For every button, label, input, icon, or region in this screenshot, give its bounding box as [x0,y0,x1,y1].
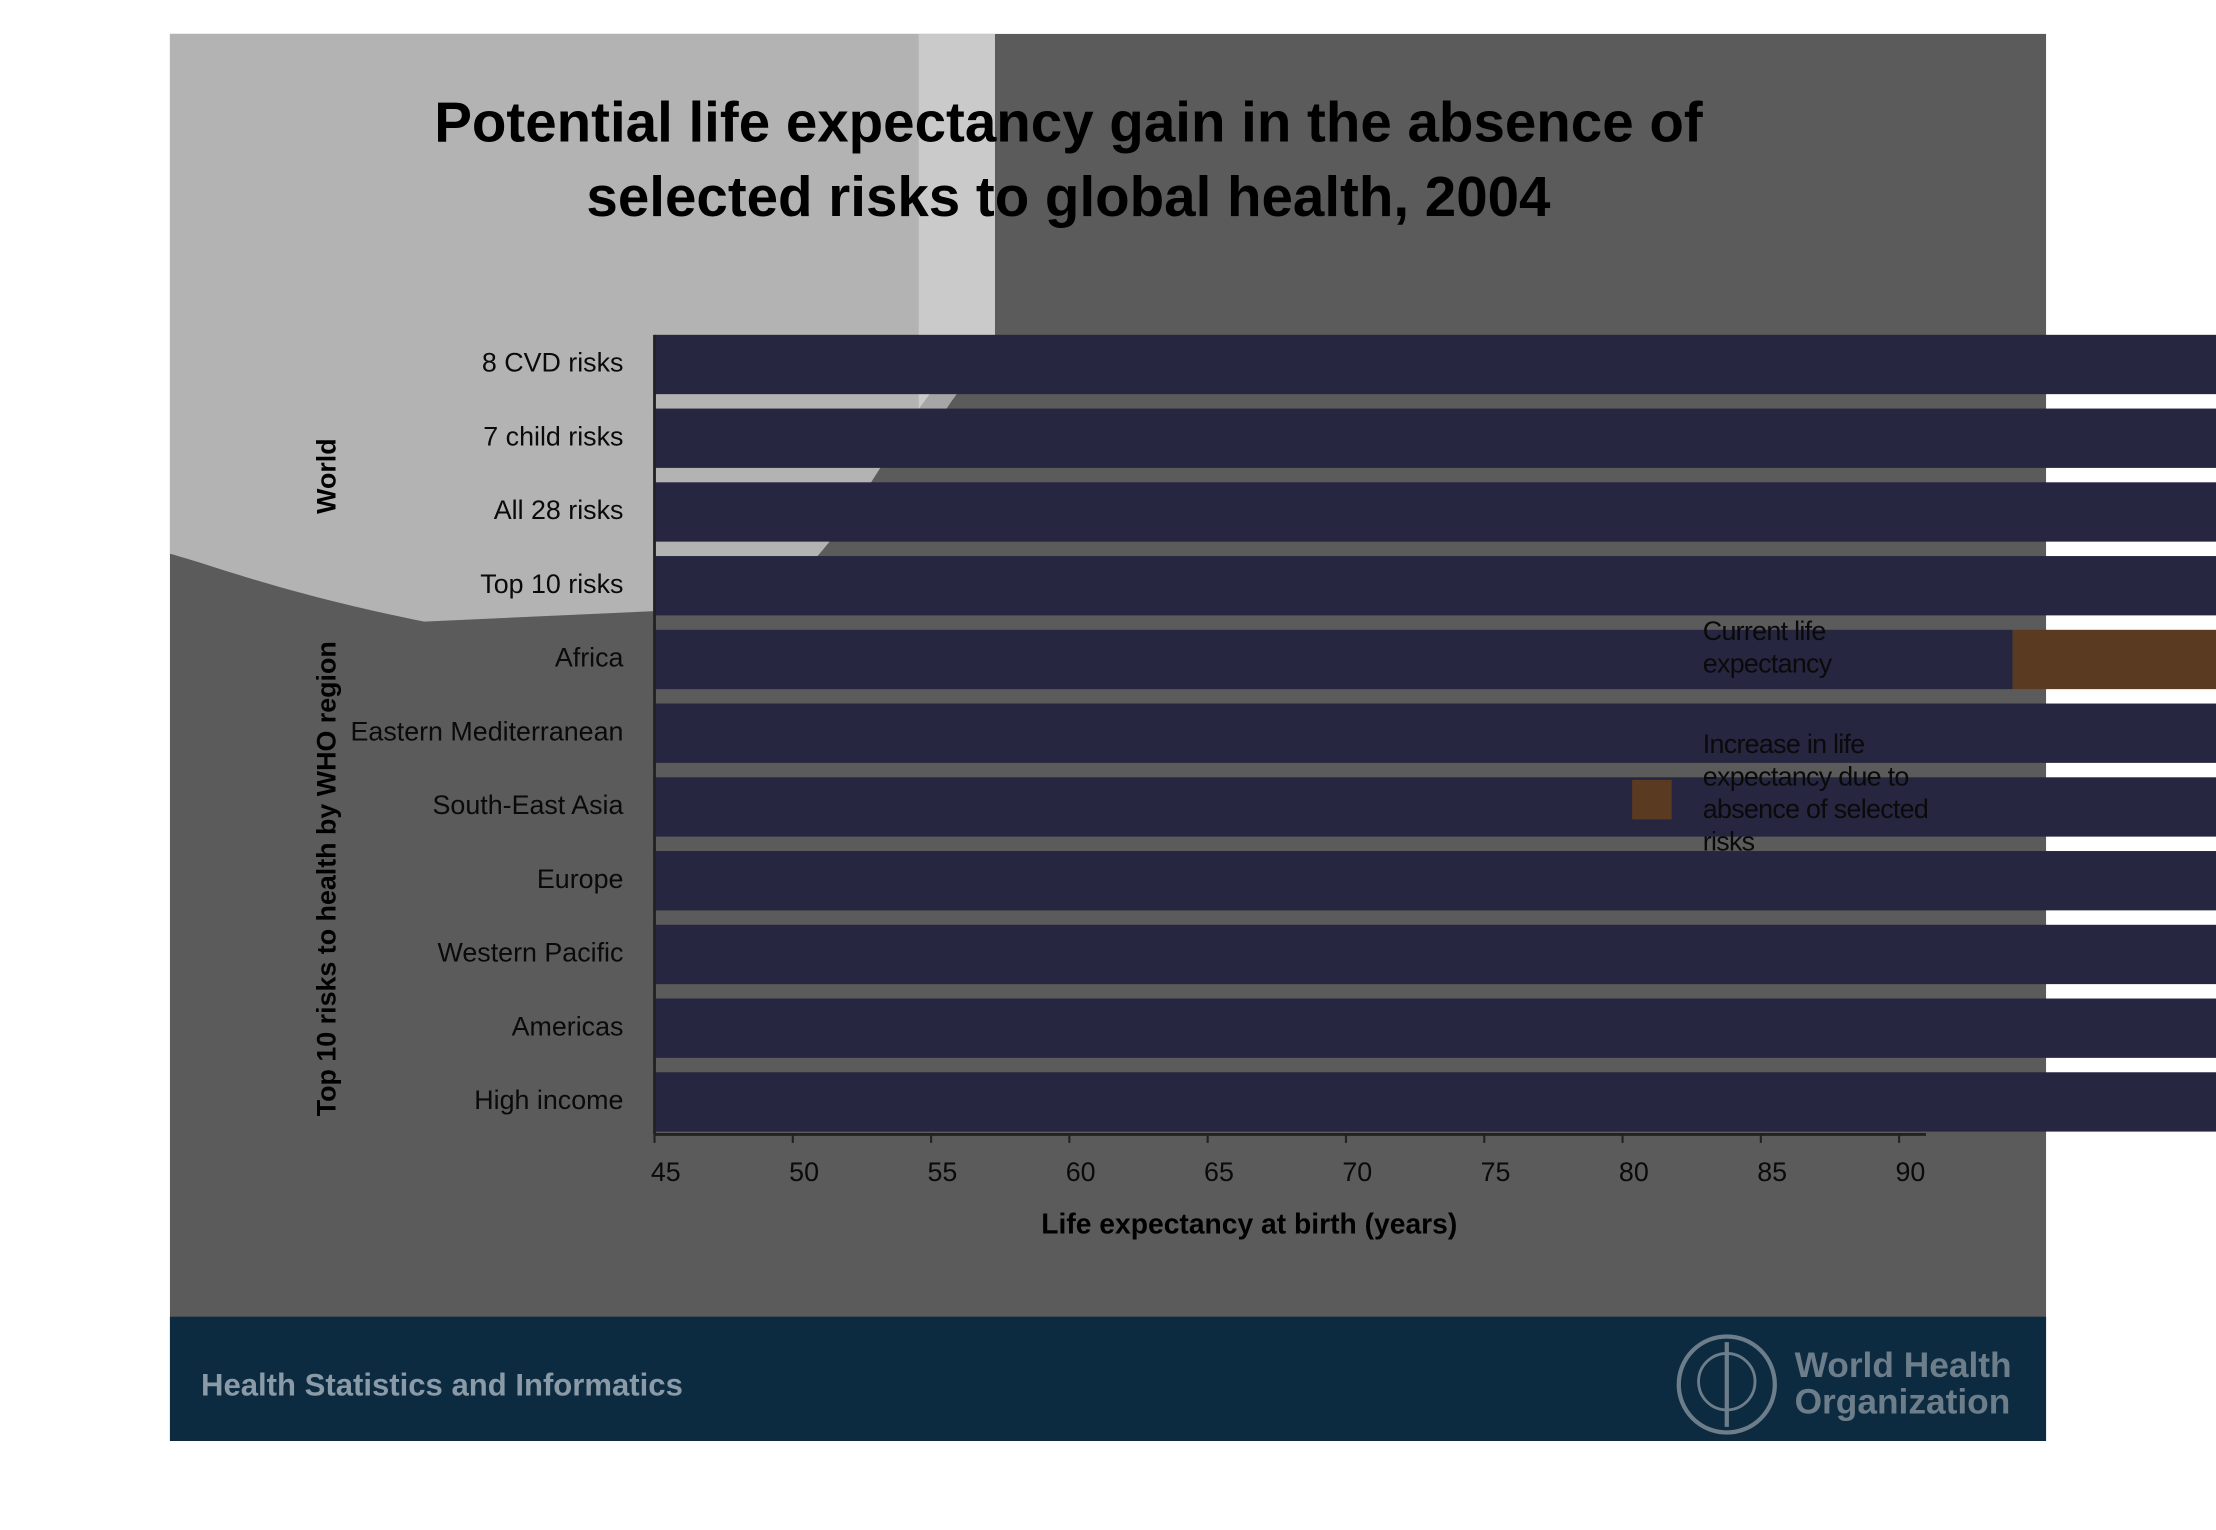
legend-label: Current life expectancy [1702,617,1832,680]
x-tick-label: 45 [651,1157,681,1187]
legend-swatch [1632,779,1672,820]
bar-segment [654,703,2216,763]
x-tick-label: 60 [1066,1157,1096,1187]
logo-emblem [1676,1334,1777,1435]
x-tick-label: 90 [1896,1157,1926,1187]
legend-entry: Current life expectancy [1702,617,1832,680]
x-tick-label: 70 [1342,1157,1372,1187]
logo-text: World Health [1795,1346,2012,1385]
y-tick-label: Americas [512,1011,624,1041]
group-label: Top 10 risks to health by WHO region [311,641,341,1116]
bar-segment [654,998,2216,1058]
x-tick-label: 75 [1481,1157,1511,1187]
who-logo [1676,1334,1777,1435]
x-tick-label: 55 [927,1157,957,1187]
bar-segment [654,629,2013,690]
bar-segment [654,556,2216,616]
y-tick-label: 8 CVD risks [482,348,624,378]
bar-segment [654,777,2216,837]
y-tick-label: 7 child risks [483,421,623,451]
bar-segment [654,1072,2216,1132]
x-tick-label: 65 [1204,1157,1234,1187]
chart-title: Potential life expectancy gain in the ab… [434,90,1703,228]
bar-segment [654,334,2216,395]
bar-segment [2012,629,2216,690]
legend-swatch [1632,638,1672,679]
y-tick-label: Top 10 risks [480,569,623,599]
y-tick-label: South-East Asia [433,790,624,820]
y-tick-label: All 28 risks [494,495,624,525]
x-tick-label: 80 [1619,1157,1649,1187]
bar-segment [654,851,2216,911]
x-tick-label: 50 [789,1157,819,1187]
group-label: World [311,438,341,514]
footer-text: Health Statistics and Informatics [201,1368,683,1403]
legend-entry: Increase in life expectancy due to absen… [1702,730,1929,858]
decor-shape [169,33,995,622]
bar-segment [654,924,2216,985]
y-tick-label: High income [474,1085,623,1115]
y-tick-label: Africa [555,643,624,673]
legend-label: Increase in life expectancy due to absen… [1702,730,1929,858]
logo-text: Organization [1795,1383,2011,1422]
y-tick-label: Western Pacific [438,938,624,968]
y-tick-label: Eastern Mediterranean [351,716,624,746]
bar-segment [654,408,2216,468]
bar-segment [654,482,2216,542]
x-tick-label: 85 [1757,1157,1787,1187]
y-tick-label: Europe [537,864,624,894]
x-axis-label: Life expectancy at birth (years) [1041,1208,1457,1240]
